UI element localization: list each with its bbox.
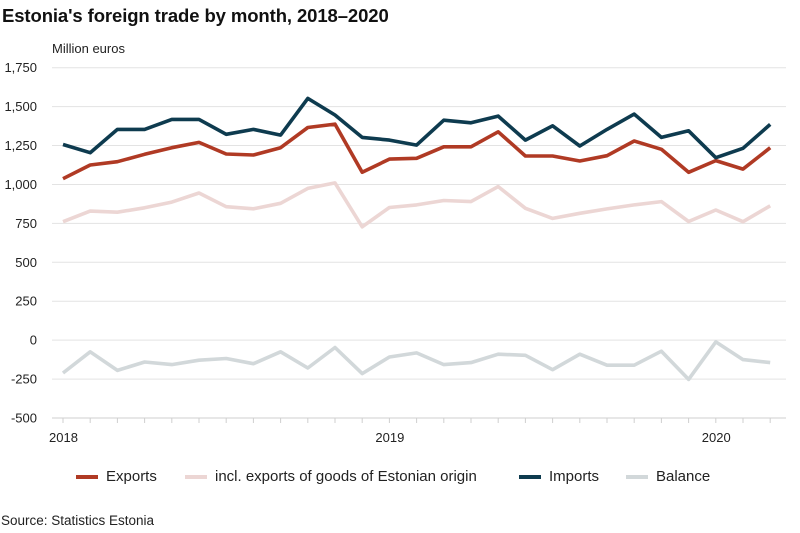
- legend-swatch-imports: [519, 474, 541, 479]
- chart-title: Estonia's foreign trade by month, 2018–2…: [2, 5, 389, 26]
- y-tick-label: 1,750: [4, 60, 37, 75]
- legend-item-balance[interactable]: Balance: [626, 468, 710, 485]
- series-lines: [61, 96, 772, 382]
- legend-item-exports[interactable]: Exports: [76, 468, 157, 485]
- legend-swatch-balance: [626, 474, 648, 479]
- source-note: Source: Statistics Estonia: [1, 513, 155, 528]
- x-axis: 2018 2019 2020: [49, 417, 786, 445]
- y-tick-label: 0: [30, 333, 37, 348]
- legend-label-estonian-origin: incl. exports of goods of Estonian origi…: [215, 468, 477, 485]
- legend-label-balance: Balance: [656, 468, 711, 485]
- y-axis-ticks: 1,750 1,500 1,250 1,000 750 500 250 0 -250 -500: [4, 60, 37, 425]
- y-tick-label: 1,500: [4, 99, 37, 114]
- y-tick-label: -250: [11, 372, 37, 387]
- y-tick-label: 1,000: [4, 177, 37, 192]
- series-line-balance: [61, 340, 771, 382]
- gridlines: [52, 67, 786, 380]
- y-tick-label: 750: [15, 216, 37, 231]
- legend: Exports incl. exports of goods of Estoni…: [0, 468, 800, 490]
- series-line-imports: [62, 96, 772, 160]
- y-tick-label: 500: [15, 255, 37, 270]
- legend-item-estonian-origin[interactable]: incl. exports of goods of Estonian origi…: [185, 468, 477, 485]
- series-line-exports: [62, 122, 772, 181]
- legend-label-imports: Imports: [549, 468, 600, 485]
- series-line-incl-exports-of-goods-of-estonian-origin: [62, 181, 772, 229]
- x-tick-label: 2018: [49, 430, 78, 445]
- y-axis-unit-label: Million euros: [52, 41, 125, 56]
- y-tick-label: 250: [15, 294, 37, 309]
- legend-swatch-estonian-origin: [185, 474, 207, 479]
- y-tick-label: -500: [11, 411, 37, 426]
- legend-item-imports[interactable]: Imports: [519, 468, 599, 485]
- legend-label-exports: Exports: [106, 468, 157, 485]
- x-tick-label: 2020: [702, 430, 731, 445]
- legend-swatch-exports: [76, 474, 98, 479]
- y-tick-label: 1,250: [4, 138, 37, 153]
- x-tick-label: 2019: [375, 430, 404, 445]
